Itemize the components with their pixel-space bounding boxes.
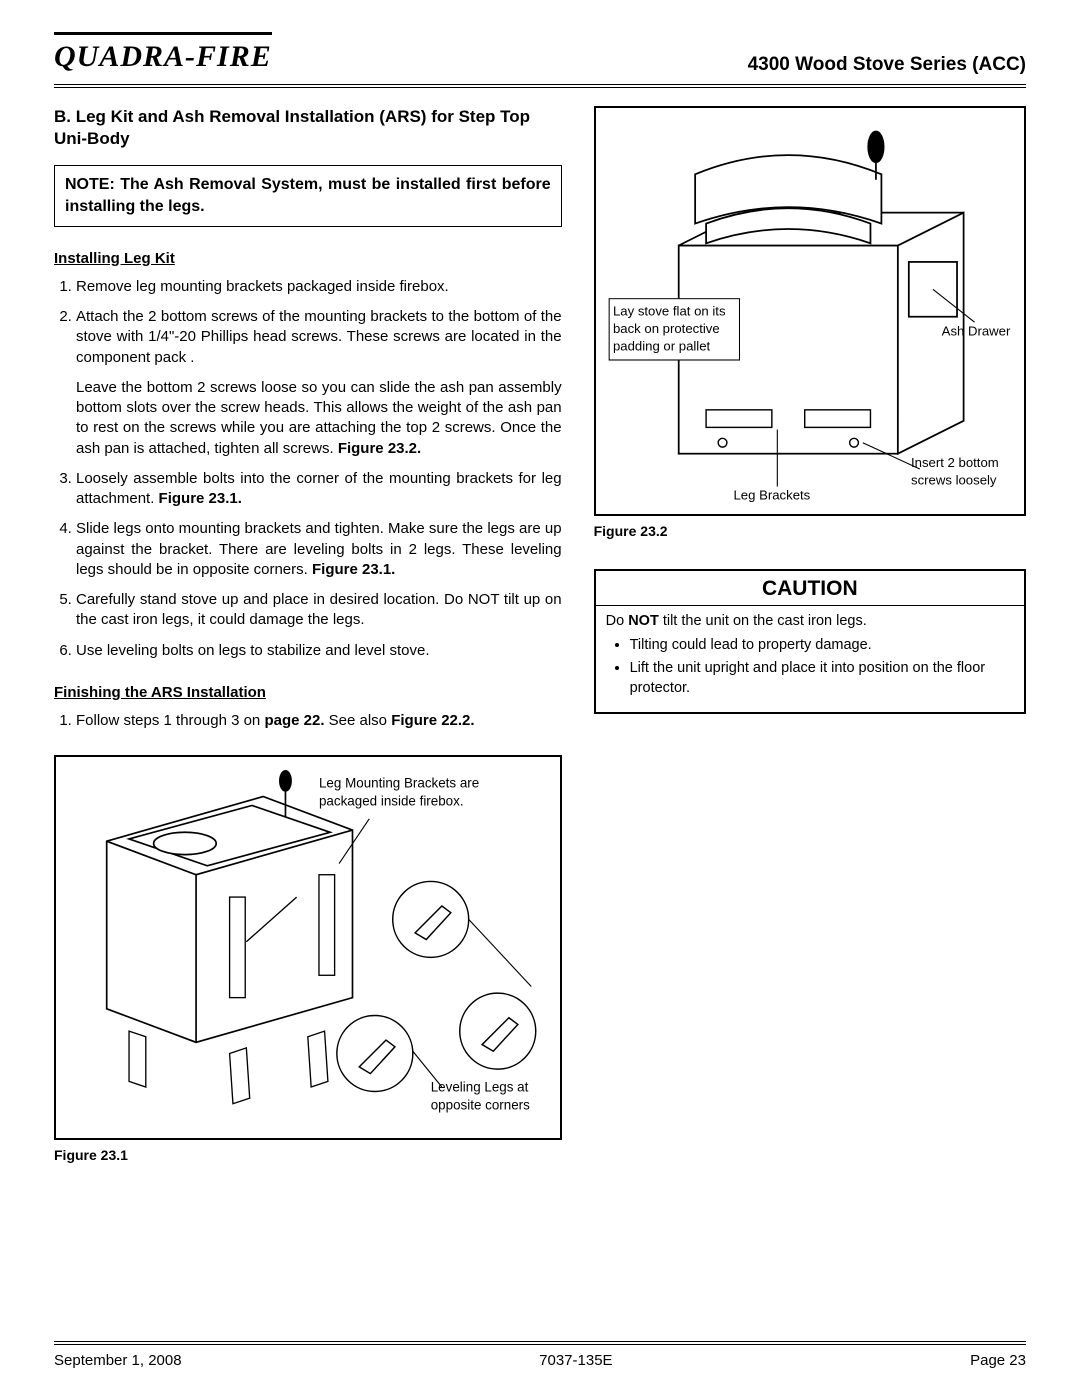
brand-logo-text: QUADRA-FIRE: [54, 32, 272, 78]
step-2-subpara-text: Leave the bottom 2 screws loose so you c…: [76, 379, 562, 457]
finishing-step-text: Follow steps 1 through 3 on: [76, 712, 264, 729]
installing-heading: Installing Leg Kit: [54, 249, 562, 269]
step-3: Loosely assemble bolts into the corner o…: [76, 469, 562, 510]
figure-23-1-svg: Leg Mounting Brackets are packaged insid…: [62, 763, 554, 1132]
page-header: QUADRA-FIRE 4300 Wood Stove Series (ACC): [54, 32, 1026, 88]
footer-date: September 1, 2008: [54, 1351, 182, 1371]
callout-ash-drawer: Ash Drawer: [941, 322, 1018, 340]
content-columns: B. Leg Kit and Ash Removal Installation …: [54, 106, 1026, 1165]
figure-23-2-svg: Lay stove flat on its back on protective…: [602, 114, 1018, 508]
step-4: Slide legs onto mounting brackets and ti…: [76, 519, 562, 580]
callout-insert-screws: Insert 2 bottom screws loosely: [911, 453, 1016, 488]
finishing-step-1: Follow steps 1 through 3 on page 22. See…: [76, 711, 562, 731]
caution-lead-line: Do NOT tilt the unit on the cast iron le…: [606, 612, 1014, 632]
fig-ref-222: Figure 22.2.: [391, 712, 474, 729]
left-column: B. Leg Kit and Ash Removal Installation …: [54, 106, 562, 1165]
install-steps-list: Remove leg mounting brackets packaged in…: [54, 277, 562, 661]
section-title: B. Leg Kit and Ash Removal Installation …: [54, 106, 562, 152]
page-ref-22: page 22.: [264, 712, 324, 729]
footer-page: Page 23: [970, 1351, 1026, 1371]
step-6: Use leveling bolts on legs to stabilize …: [76, 641, 562, 661]
step-2-subpara: Leave the bottom 2 screws loose so you c…: [76, 378, 562, 459]
step-1: Remove leg mounting brackets packaged in…: [76, 277, 562, 297]
callout-leg-brackets: Leg Brackets: [733, 486, 843, 504]
figure-23-2-caption: Figure 23.2: [594, 522, 1026, 541]
caution-lead: Do: [606, 613, 629, 629]
finishing-tail: See also: [324, 712, 391, 729]
note-box: NOTE: The Ash Removal System, must be in…: [54, 165, 562, 226]
step-3-text: Loosely assemble bolts into the corner o…: [76, 470, 562, 507]
caution-bullets: Tilting could lead to property damage. L…: [606, 636, 1014, 699]
footer-docnum: 7037-135E: [539, 1351, 612, 1371]
caution-bullet-1: Tilting could lead to property damage.: [630, 636, 1014, 656]
figure-23-1-box: Leg Mounting Brackets are packaged insid…: [54, 755, 562, 1140]
step-2-text: Attach the 2 bottom screws of the mounti…: [76, 308, 562, 366]
fig-ref-231b: Figure 23.1.: [312, 561, 395, 578]
figure-23-1-caption: Figure 23.1: [54, 1146, 562, 1165]
figure-23-2-box: Lay stove flat on its back on protective…: [594, 106, 1026, 516]
fig-ref-232a: Figure 23.2.: [338, 440, 421, 457]
model-title: 4300 Wood Stove Series (ACC): [748, 52, 1026, 78]
page-footer: September 1, 2008 7037-135E Page 23: [54, 1341, 1026, 1371]
caution-lead-bold: NOT: [628, 613, 659, 629]
step-5: Carefully stand stove up and place in de…: [76, 590, 562, 631]
caution-lead-tail: tilt the unit on the cast iron legs.: [659, 613, 867, 629]
right-column: Lay stove flat on its back on protective…: [594, 106, 1026, 1165]
caution-bullet-2: Lift the unit upright and place it into …: [630, 659, 1014, 698]
fig-ref-231a: Figure 23.1.: [159, 490, 242, 507]
finishing-heading: Finishing the ARS Installation: [54, 683, 562, 703]
callout-brackets-packaged: Leg Mounting Brackets are packaged insid…: [319, 774, 520, 810]
caution-body: Do NOT tilt the unit on the cast iron le…: [596, 606, 1024, 712]
callout-leveling-legs: Leveling Legs at opposite corners: [431, 1078, 554, 1114]
caution-title: CAUTION: [596, 571, 1024, 606]
finishing-steps-list: Follow steps 1 through 3 on page 22. See…: [54, 711, 562, 731]
caution-box: CAUTION Do NOT tilt the unit on the cast…: [594, 569, 1026, 715]
callout-lay-flat: Lay stove flat on its back on protective…: [608, 298, 739, 360]
step-2: Attach the 2 bottom screws of the mounti…: [76, 307, 562, 459]
